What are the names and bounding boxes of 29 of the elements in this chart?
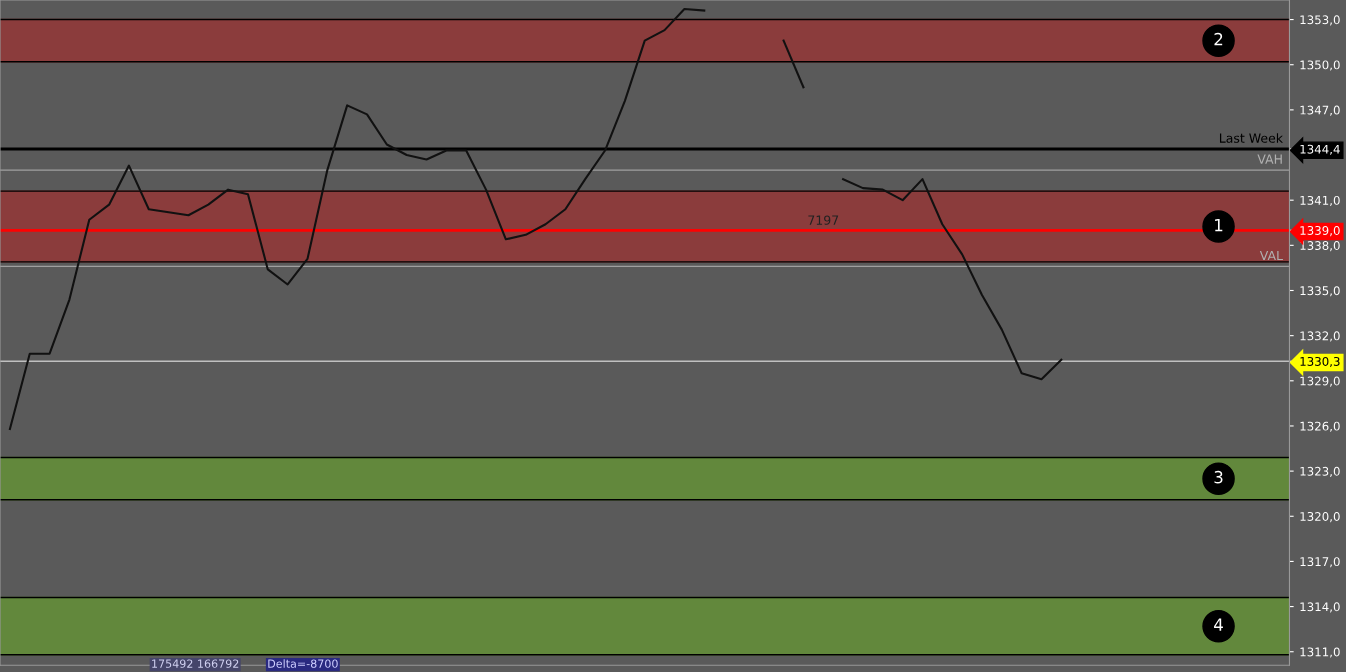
- line-series: [8, 7, 706, 431]
- band-label: 3: [1214, 470, 1223, 484]
- line-series: [842, 178, 1063, 381]
- y-tick-label: 1317,0: [1300, 557, 1340, 568]
- y-tick-label: 1338,0: [1300, 241, 1340, 252]
- band-label: 4: [1214, 618, 1223, 631]
- y-tick-label: 1350,0: [1300, 60, 1340, 71]
- ref-line-label: VAL: [1259, 250, 1283, 261]
- y-tick-label: 1320,0: [1300, 511, 1340, 523]
- y-tick-label: 1335,0: [1300, 286, 1340, 297]
- y-tick-label: 1332,0: [1300, 331, 1340, 342]
- y-tick-label: 1326,0: [1300, 421, 1340, 432]
- band-label: 1: [1215, 218, 1223, 232]
- y-tick-label: 1314,0: [1300, 602, 1340, 613]
- y-tick-label: 1330,3: [1300, 356, 1340, 368]
- ref-line-label: Last Week: [1219, 133, 1283, 143]
- y-tick-label: 1353,0: [1300, 15, 1340, 26]
- ref-line-label: VAH: [1257, 154, 1282, 164]
- y-tick-label: 1323,0: [1300, 466, 1340, 477]
- annotation: Delta=-8700: [268, 659, 338, 668]
- y-tick-label: 1344,4: [1300, 144, 1340, 155]
- y-tick-label: 1311,0: [1300, 647, 1340, 658]
- band-label: 2: [1214, 32, 1223, 46]
- y-tick-label: 1329,0: [1300, 376, 1340, 387]
- y-tick-label: 1341,0: [1300, 195, 1340, 207]
- annotation: 7197: [808, 215, 839, 225]
- annotation: 175492 166792: [152, 659, 239, 668]
- y-tick-label: 1339,0: [1300, 226, 1340, 237]
- y-tick-label: 1347,0: [1300, 105, 1340, 116]
